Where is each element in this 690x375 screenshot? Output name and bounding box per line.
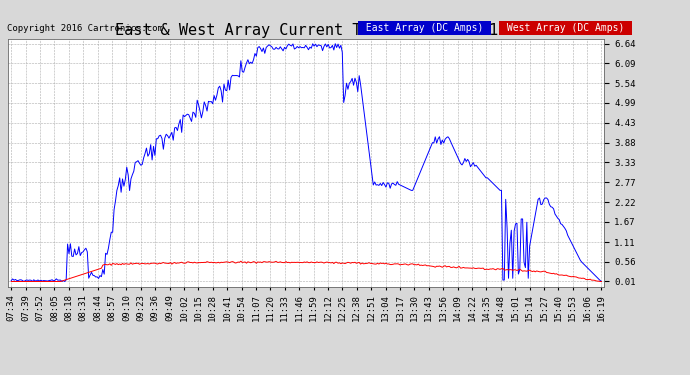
Text: Copyright 2016 Cartronics.com: Copyright 2016 Cartronics.com (7, 24, 163, 33)
Text: East Array (DC Amps): East Array (DC Amps) (360, 23, 489, 33)
Text: West Array (DC Amps): West Array (DC Amps) (501, 23, 630, 33)
Title: East & West Array Current Tue Dec 13 16:21: East & West Array Current Tue Dec 13 16:… (115, 23, 498, 38)
